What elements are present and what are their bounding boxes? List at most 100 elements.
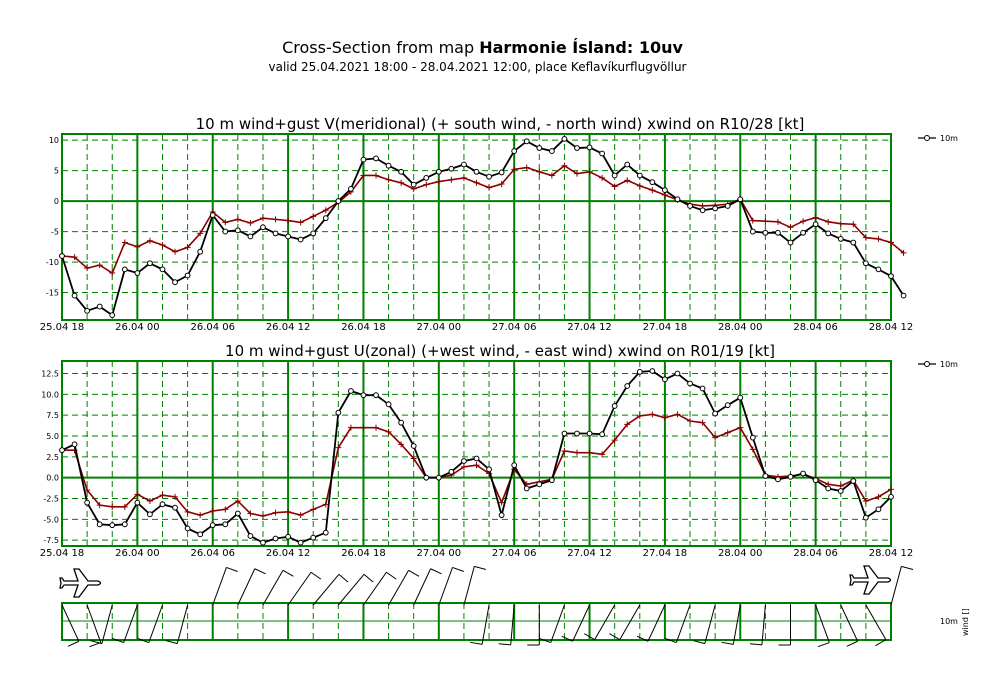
- gust-point: [774, 218, 781, 225]
- x-tick-label: 26.04 00: [115, 548, 160, 559]
- wind-barb: [561, 604, 590, 642]
- wind-barb: [584, 604, 616, 641]
- wind-point: [322, 215, 329, 222]
- wind-point: [59, 447, 65, 454]
- gust-point: [862, 234, 869, 241]
- gust-point: [573, 449, 580, 456]
- wind-barb: [890, 565, 914, 606]
- gust-point: [234, 498, 241, 504]
- gust-point: [888, 239, 894, 246]
- gust-point: [322, 501, 329, 508]
- wind-point: [71, 441, 78, 448]
- gust-point: [385, 176, 392, 183]
- wind-point: [561, 430, 568, 437]
- wind-point: [511, 148, 518, 154]
- wind-point: [875, 506, 882, 513]
- wind-point: [297, 236, 304, 243]
- x-tick-label: 26.04 06: [190, 322, 235, 333]
- wind-point: [523, 138, 530, 145]
- wind-point: [586, 430, 593, 437]
- gust-point: [134, 243, 141, 250]
- wind-point: [837, 488, 844, 494]
- gust-point: [888, 486, 894, 493]
- wind-point: [737, 196, 744, 203]
- gust-point: [749, 217, 756, 224]
- wind-point: [423, 175, 430, 181]
- gust-point: [285, 217, 292, 224]
- gust-point: [222, 506, 229, 513]
- wind-point: [285, 233, 291, 240]
- gust-point: [498, 181, 505, 188]
- x-tick-label: 26.04 12: [266, 548, 311, 559]
- wind-point: [121, 266, 128, 273]
- series-wind-line: [61, 137, 905, 317]
- gust-point: [398, 179, 405, 186]
- wind-point: [523, 485, 530, 492]
- wind-barb: [165, 604, 189, 645]
- wind-point: [247, 233, 254, 240]
- gust-point: [310, 213, 317, 220]
- wind-point: [611, 172, 618, 179]
- wind-point: [862, 514, 869, 521]
- wind-point: [649, 179, 656, 186]
- barb-frame: [61, 602, 892, 641]
- gust-point: [184, 508, 191, 515]
- gust-point: [297, 512, 304, 519]
- wind-point: [360, 392, 367, 399]
- gust-point: [825, 218, 832, 225]
- wind-point: [548, 477, 555, 484]
- gust-point: [699, 419, 706, 426]
- gust-point: [272, 216, 279, 223]
- gust-point: [234, 216, 241, 223]
- series-gust-line: [61, 164, 905, 275]
- wind-point: [285, 533, 291, 540]
- gust-point: [259, 215, 266, 222]
- gust-point: [611, 437, 618, 444]
- x-tick-label: 26.04 18: [341, 548, 386, 559]
- wind-barb: [609, 604, 641, 641]
- wind-point: [561, 135, 568, 142]
- wind-point: [272, 230, 279, 237]
- wind-barb: [840, 604, 859, 647]
- wind-barb: [539, 604, 565, 644]
- gust-point: [435, 178, 442, 185]
- wind-point: [272, 535, 279, 542]
- wind-point: [96, 303, 103, 310]
- gust-point: [373, 424, 380, 431]
- wind-barb: [470, 604, 490, 645]
- gust-point: [548, 172, 555, 179]
- wind-point: [247, 533, 254, 539]
- gust-point: [649, 411, 656, 418]
- wind-point: [184, 272, 191, 279]
- wind-point: [147, 511, 153, 518]
- gust-point: [460, 463, 467, 470]
- gust-point: [322, 207, 329, 214]
- wind-point: [486, 466, 492, 473]
- wind-point: [310, 534, 317, 541]
- wind-point: [347, 388, 354, 394]
- wind-barb: [363, 571, 397, 606]
- wind-point: [335, 409, 342, 416]
- gust-point: [561, 162, 568, 169]
- gust-point: [96, 502, 103, 509]
- x-tick-label: 27.04 06: [492, 548, 537, 559]
- legend-marker: [924, 135, 930, 141]
- y-tick-label: 5: [54, 167, 59, 176]
- wind-point: [486, 173, 492, 180]
- wind-point: [687, 380, 693, 387]
- gust-point: [762, 218, 769, 225]
- wind-point: [498, 169, 505, 176]
- gust-point: [586, 449, 593, 456]
- gust-point: [624, 421, 631, 428]
- wind-barb: [693, 604, 716, 645]
- gust-point: [360, 424, 367, 431]
- wind-point: [586, 144, 593, 151]
- gust-point: [84, 265, 91, 272]
- wind-point: [423, 474, 430, 481]
- chart-main-title: Cross-Section from map Harmonie Ísland: …: [0, 38, 965, 57]
- panel-meridional-title: 10 m wind+gust V(meridional) (+ south wi…: [196, 115, 805, 133]
- wind-point: [636, 172, 643, 179]
- gust-point: [875, 493, 882, 500]
- gust-point: [335, 444, 342, 451]
